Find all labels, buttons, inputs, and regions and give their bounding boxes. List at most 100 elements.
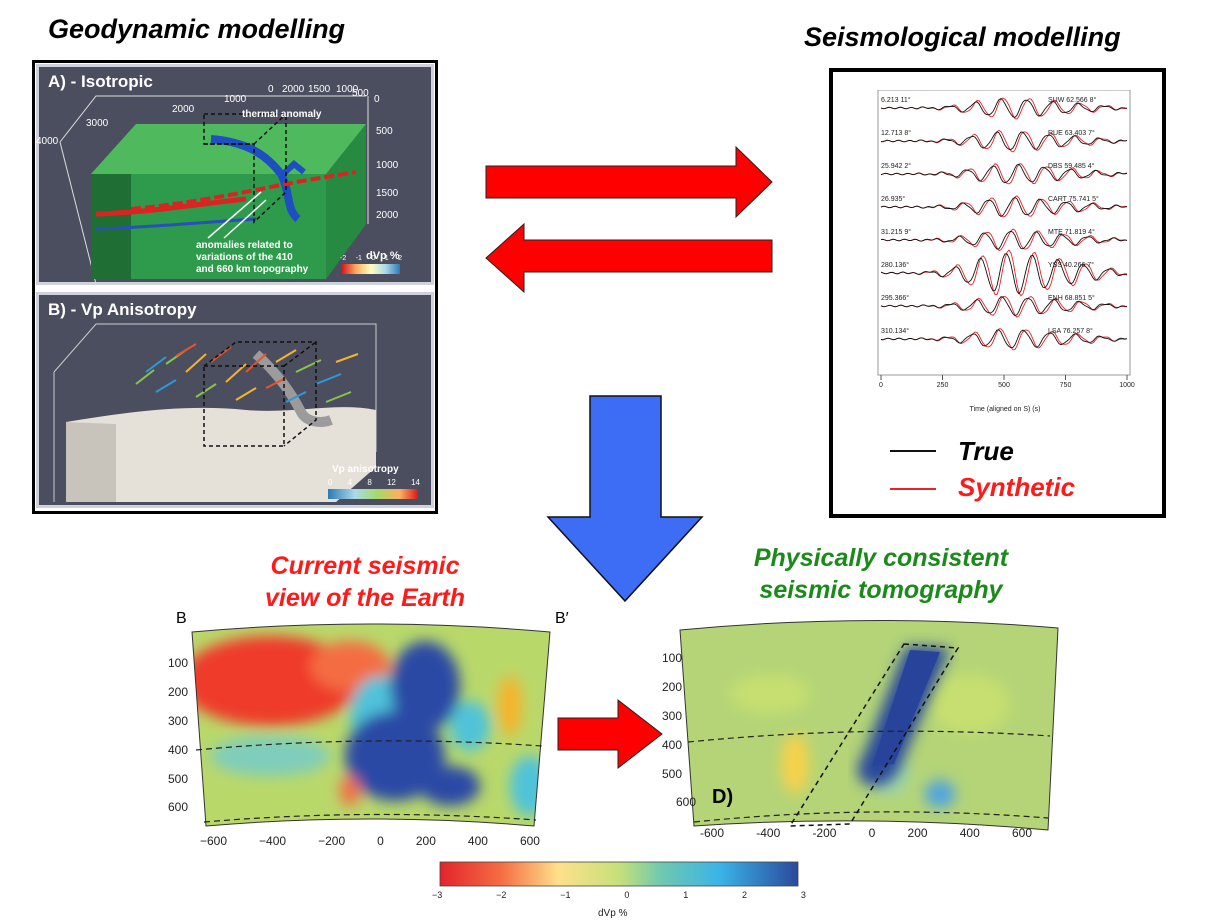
tick: 14 xyxy=(411,478,420,487)
trace-label-right: MTE 71.819 4° xyxy=(1048,229,1095,236)
trace-label-left: 12.713 8° xyxy=(881,130,912,137)
axis-label: 500 xyxy=(352,88,369,99)
seismological-frame xyxy=(829,68,1166,518)
depth-tick: 600 xyxy=(168,800,189,814)
x-tick-label: 0 xyxy=(879,382,883,389)
axis-label: 1500 xyxy=(308,84,331,95)
isotropic-label: A) - Isotropic xyxy=(48,72,153,91)
axis-label: 0 xyxy=(374,94,380,105)
current-view-title: Current seismic view of the Earth xyxy=(230,550,500,614)
anisotropy-model-graphic xyxy=(53,323,418,502)
x-tick: 400 xyxy=(467,834,488,848)
x-tick: 0 xyxy=(377,834,384,848)
true-legend-label: True xyxy=(958,436,1014,466)
section-end-label: B′ xyxy=(555,610,569,627)
trace-label-left: 6.213 11° xyxy=(881,97,911,104)
depth-label: 500 xyxy=(376,126,393,137)
depth-tick: 600 xyxy=(676,795,697,809)
anomalies-line-2: variations of the 410 xyxy=(196,252,293,263)
x-tick: 600 xyxy=(519,834,540,848)
tick: 8 xyxy=(367,478,372,487)
x-tick: 200 xyxy=(907,826,928,840)
depth-tick: 500 xyxy=(662,767,683,781)
geodynamic-heading: Geodynamic modelling xyxy=(48,14,346,44)
true-waveform xyxy=(880,230,1128,250)
true-waveform xyxy=(880,98,1128,118)
trace-label-left: 310.134° xyxy=(881,328,910,335)
down-arrow-icon xyxy=(546,395,704,603)
axis-label: 1000 xyxy=(224,94,247,105)
current-tomography-section xyxy=(191,623,551,827)
x-tick: -400 xyxy=(756,826,781,840)
tick: −2 xyxy=(496,890,507,900)
tick: -2 xyxy=(340,255,347,262)
current-view-line-2: view of the Earth xyxy=(264,584,466,612)
topography-anomalies-label: anomalies related to variations of the 4… xyxy=(196,240,308,276)
x-tick: 400 xyxy=(959,826,980,840)
depth-tick: 100 xyxy=(168,656,189,670)
true-waveform xyxy=(880,196,1128,218)
depth-tick: 400 xyxy=(662,738,683,752)
x-tick-label: 750 xyxy=(1059,382,1072,389)
x-tick: 600 xyxy=(1011,826,1032,840)
axis-label: 2000 xyxy=(172,104,195,115)
depth-tick: 300 xyxy=(168,714,189,728)
depth-tick: 200 xyxy=(168,685,189,699)
small-right-arrow-icon xyxy=(557,698,663,770)
seismological-heading: Seismological modelling xyxy=(804,22,1121,52)
section-start-label: B xyxy=(176,610,187,627)
tick: 2 xyxy=(398,255,402,262)
x-tick: −200 xyxy=(318,834,346,848)
axis-label: 2000 xyxy=(282,84,305,95)
synthetic-waveform xyxy=(880,249,1128,297)
tick: 1 xyxy=(384,255,389,262)
small-arrow xyxy=(557,698,663,770)
x-tick: 0 xyxy=(868,826,876,840)
depth-label: 1000 xyxy=(376,160,399,171)
x-tick-label: 250 xyxy=(936,382,949,389)
consistent-tomography-title: Physically consistent seismic tomography xyxy=(716,542,1046,606)
tick: 0 xyxy=(371,255,376,262)
x-tick: 200 xyxy=(415,834,436,848)
panel-anisotropy: B) - Vp Anisotropy Vp anisotropy 0 4 8 1… xyxy=(36,292,434,508)
trace-label-right: DBS 59.485 4° xyxy=(1048,163,1095,170)
true-waveform xyxy=(880,163,1128,184)
consistent-line-2: seismic tomography xyxy=(759,576,1003,604)
axis-label: 1000 xyxy=(336,84,359,95)
trace-label-right: CART 75.741 5° xyxy=(1048,196,1099,203)
trace-label-left: 280.136° xyxy=(881,262,910,269)
trace-label-right: ENH 68.851 5° xyxy=(1048,295,1095,302)
isotropic-colorbar-title: dVp % xyxy=(366,250,400,262)
x-tick: -600 xyxy=(700,826,725,840)
thermal-anomaly-label: thermal anomaly xyxy=(242,109,322,120)
tick: −1 xyxy=(560,890,571,900)
true-waveform xyxy=(880,296,1128,317)
seismogram-labels: 6.213 11° SUW 62.566 8° 12.713 8° RUE 63.40… xyxy=(875,90,1135,420)
anomalies-line-1: anomalies related to xyxy=(196,240,293,251)
panel-isotropic: A) - Isotropic thermal anomaly anomalies… xyxy=(36,64,434,285)
x-tick: -200 xyxy=(812,826,837,840)
main-colorbar xyxy=(439,861,799,887)
tick: 3 xyxy=(800,890,806,900)
isotropic-model-graphic xyxy=(59,95,400,285)
trace-label-right: YSS 40.266 7° xyxy=(1048,262,1094,269)
tick: 4 xyxy=(347,478,353,487)
axis-label: 0 xyxy=(268,84,274,95)
tick: 0 xyxy=(328,478,333,487)
section-c-x-ticks: −600 −400 −200 0 200 400 600 xyxy=(200,834,540,848)
down-arrow xyxy=(546,395,704,603)
tick: 12 xyxy=(386,478,396,487)
axis-label: 3000 xyxy=(86,118,109,129)
trace-label-right: SUW 62.566 8° xyxy=(1048,97,1097,104)
true-waveform xyxy=(880,329,1128,349)
section-d-label: D) xyxy=(712,786,734,808)
consistent-line-1: Physically consistent xyxy=(753,544,1009,572)
anisotropy-label: B) - Vp Anisotropy xyxy=(48,300,197,319)
trace-label-left: 31.215 9° xyxy=(881,229,912,236)
time-axis-label: Time (aligned on S) (s) xyxy=(969,406,1041,413)
left-arrow-icon xyxy=(485,222,773,294)
trace-label-left: 26.935° xyxy=(881,196,906,203)
depth-label: 2000 xyxy=(376,210,399,221)
anomalies-line-3: and 660 km topography xyxy=(196,264,309,275)
isotropic-colorbar-ticks: -2 -1 0 1 2 xyxy=(340,255,402,262)
